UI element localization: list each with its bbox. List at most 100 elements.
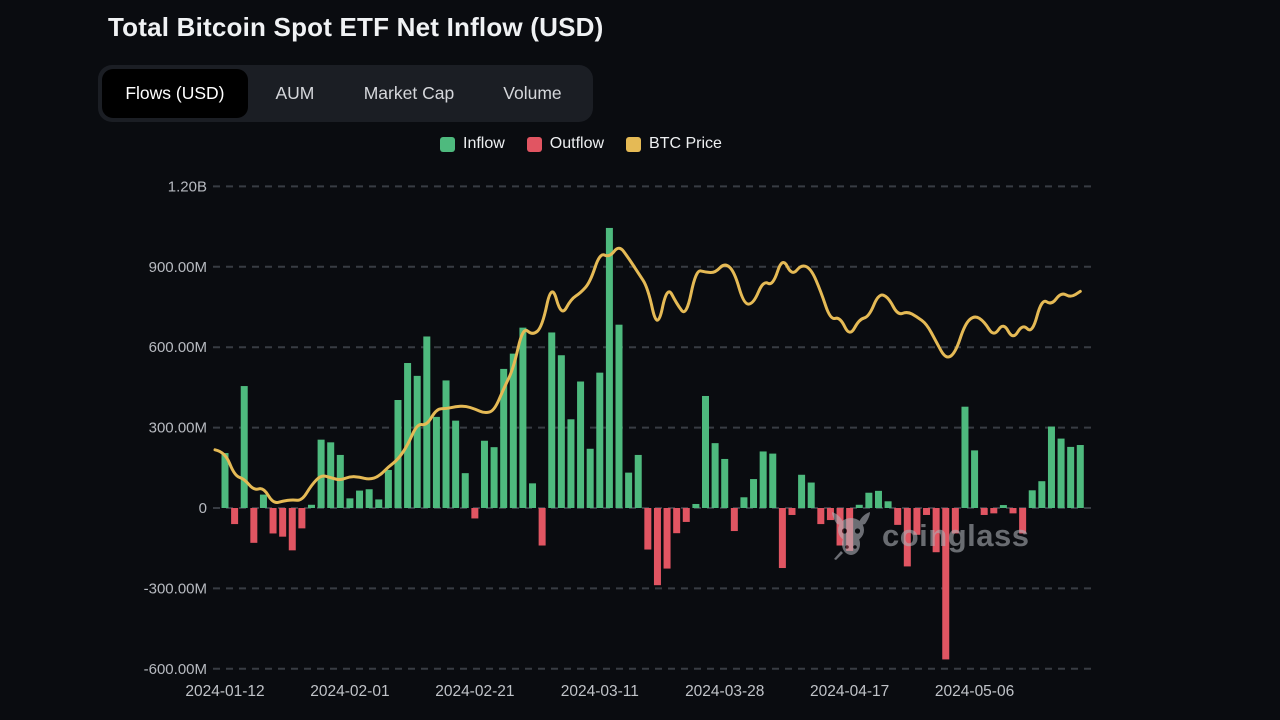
outflow-swatch-icon [526, 136, 542, 152]
svg-text:2024-01-12: 2024-01-12 [185, 683, 264, 700]
outflow-bar-2024-05-08 [990, 508, 998, 514]
tab-aum[interactable]: AUM [248, 69, 342, 118]
inflow-bar-2024-05-20 [1067, 446, 1075, 508]
outflow-bar-2024-04-09 [788, 508, 796, 515]
outflow-bar-2024-04-26 [913, 508, 921, 535]
inflow-bar-2024-02-05 [365, 489, 373, 508]
inflow-bar-2024-02-02 [356, 490, 364, 508]
svg-text:2024-03-11: 2024-03-11 [561, 683, 639, 700]
inflow-bar-2024-01-26 [307, 504, 315, 508]
inflow-bar-2024-02-07 [384, 469, 392, 508]
svg-text:600.00M: 600.00M [149, 339, 207, 356]
inflow-bar-2024-01-29 [317, 439, 325, 508]
outflow-bar-2024-02-21 [471, 508, 479, 519]
inflow-bar-2024-03-28 [721, 458, 729, 508]
outflow-bar-2024-05-01 [942, 508, 950, 660]
inflow-bar-2024-04-03 [750, 479, 758, 508]
tab-volume[interactable]: Volume [476, 69, 589, 118]
tab-market-cap[interactable]: Market Cap [342, 69, 476, 118]
inflow-bar-2024-02-22 [480, 440, 488, 508]
inflow-bar-2024-02-12 [413, 375, 421, 508]
inflow-bar-2024-04-18 [855, 504, 863, 508]
inflow-bar-2024-02-15 [442, 380, 450, 508]
outflow-bar-2024-03-18 [644, 508, 652, 550]
svg-text:0: 0 [199, 500, 207, 517]
inflow-bar-2024-04-11 [807, 482, 815, 508]
gridlines [213, 185, 1093, 670]
svg-text:2024-02-01: 2024-02-01 [310, 683, 389, 700]
outflow-bar-2024-04-12 [817, 508, 825, 525]
inflow-bar-2024-03-07 [577, 381, 585, 508]
inflow-bar-2024-01-31 [336, 454, 344, 508]
svg-text:900.00M: 900.00M [149, 259, 207, 276]
svg-text:1.20B: 1.20B [168, 178, 207, 195]
tab-flows-usd[interactable]: Flows (USD) [102, 69, 248, 118]
inflow-bar-2024-03-06 [567, 419, 575, 508]
inflow-bar-2024-02-01 [346, 498, 354, 508]
outflow-bar-2024-05-07 [980, 508, 988, 515]
outflow-bar-2024-05-13 [1019, 508, 1027, 534]
inflow-bar-2024-02-06 [375, 499, 383, 508]
outflow-bar-2024-04-16 [836, 508, 844, 546]
outflow-bar-2024-03-20 [663, 508, 671, 569]
outflow-bar-2024-03-19 [653, 508, 661, 586]
inflow-bar-2024-03-08 [586, 448, 594, 508]
chart-mode-tabbar: Flows (USD) AUM Market Cap Volume [98, 65, 593, 122]
inflow-bar-2024-05-15 [1038, 481, 1046, 508]
inflow-bar-2024-03-27 [711, 443, 719, 508]
inflow-bar-2024-04-10 [798, 474, 806, 508]
inflow-bar-2024-02-09 [404, 363, 412, 508]
inflow-bar-2024-02-08 [394, 399, 402, 508]
inflow-bar-2024-03-05 [557, 355, 565, 508]
inflow-bar-2024-03-11 [596, 372, 604, 508]
inflow-bar-2024-02-20 [461, 473, 469, 508]
outflow-bar-2024-03-21 [673, 508, 681, 534]
inflow-bar-2024-05-17 [1057, 438, 1065, 508]
inflow-bar-2024-03-13 [615, 324, 623, 508]
inflow-bar-2024-04-23 [884, 501, 892, 508]
inflow-bar-2024-02-23 [490, 447, 498, 508]
outflow-bar-2024-04-17 [846, 508, 854, 551]
inflow-bar-2024-01-30 [327, 442, 335, 508]
inflow-bar-2024-03-15 [634, 454, 642, 508]
inflow-bar-2024-03-26 [702, 395, 709, 508]
inflow-bar-2024-05-21 [1076, 445, 1084, 508]
inflow-bar-2024-02-29 [529, 483, 537, 508]
legend-item-btc-price[interactable]: BTC Price [626, 135, 722, 153]
outflow-bar-2024-05-02 [951, 508, 959, 534]
inflow-bar-2024-03-14 [625, 472, 633, 508]
outflow-bar-2024-01-18 [250, 508, 258, 543]
inflow-bar-2024-04-22 [874, 490, 882, 508]
outflow-bar-2024-01-24 [288, 508, 296, 551]
legend-item-outflow[interactable]: Outflow [526, 135, 605, 153]
inflow-bar-2024-01-19 [259, 494, 267, 508]
svg-text:2024-05-06: 2024-05-06 [935, 683, 1014, 700]
outflow-bar-2024-04-24 [894, 508, 902, 525]
inflow-bar-2024-01-17 [240, 386, 248, 508]
inflow-bar-2024-04-05 [769, 453, 777, 508]
btc-price-line [213, 246, 1082, 505]
outflow-bar-2024-04-30 [932, 508, 940, 553]
outflow-bar-2024-04-29 [923, 508, 931, 515]
legend-outflow-label: Outflow [549, 135, 605, 152]
inflow-bar-2024-03-12 [605, 227, 613, 508]
svg-text:-300.00M: -300.00M [144, 580, 207, 597]
svg-text:2024-02-21: 2024-02-21 [435, 683, 514, 700]
outflow-bar-2024-03-01 [538, 508, 546, 546]
y-axis-labels: 1.20B 900.00M 600.00M 300.00M 0 -300.00M -600.… [144, 178, 207, 677]
outflow-bar-2024-04-25 [903, 508, 911, 567]
legend-inflow-label: Inflow [463, 135, 505, 152]
chart-legend: Inflow Outflow BTC Price [440, 133, 744, 155]
legend-item-inflow[interactable]: Inflow [440, 135, 505, 153]
inflow-bar-2024-05-03 [961, 406, 969, 508]
svg-text:300.00M: 300.00M [149, 420, 207, 437]
inflow-bar-2024-02-26 [500, 368, 508, 508]
outflow-bar-2024-01-23 [279, 508, 287, 537]
outflow-bar-2024-01-25 [298, 508, 306, 529]
inflow-bar-2024-05-06 [971, 450, 979, 508]
btc-price-swatch-icon [626, 136, 642, 152]
outflow-bar-2024-04-15 [826, 508, 834, 521]
x-axis-labels: 2024-01-12 2024-02-01 2024-02-21 2024-03-11… [185, 683, 1014, 700]
netflow-bars[interactable] [221, 227, 1084, 660]
